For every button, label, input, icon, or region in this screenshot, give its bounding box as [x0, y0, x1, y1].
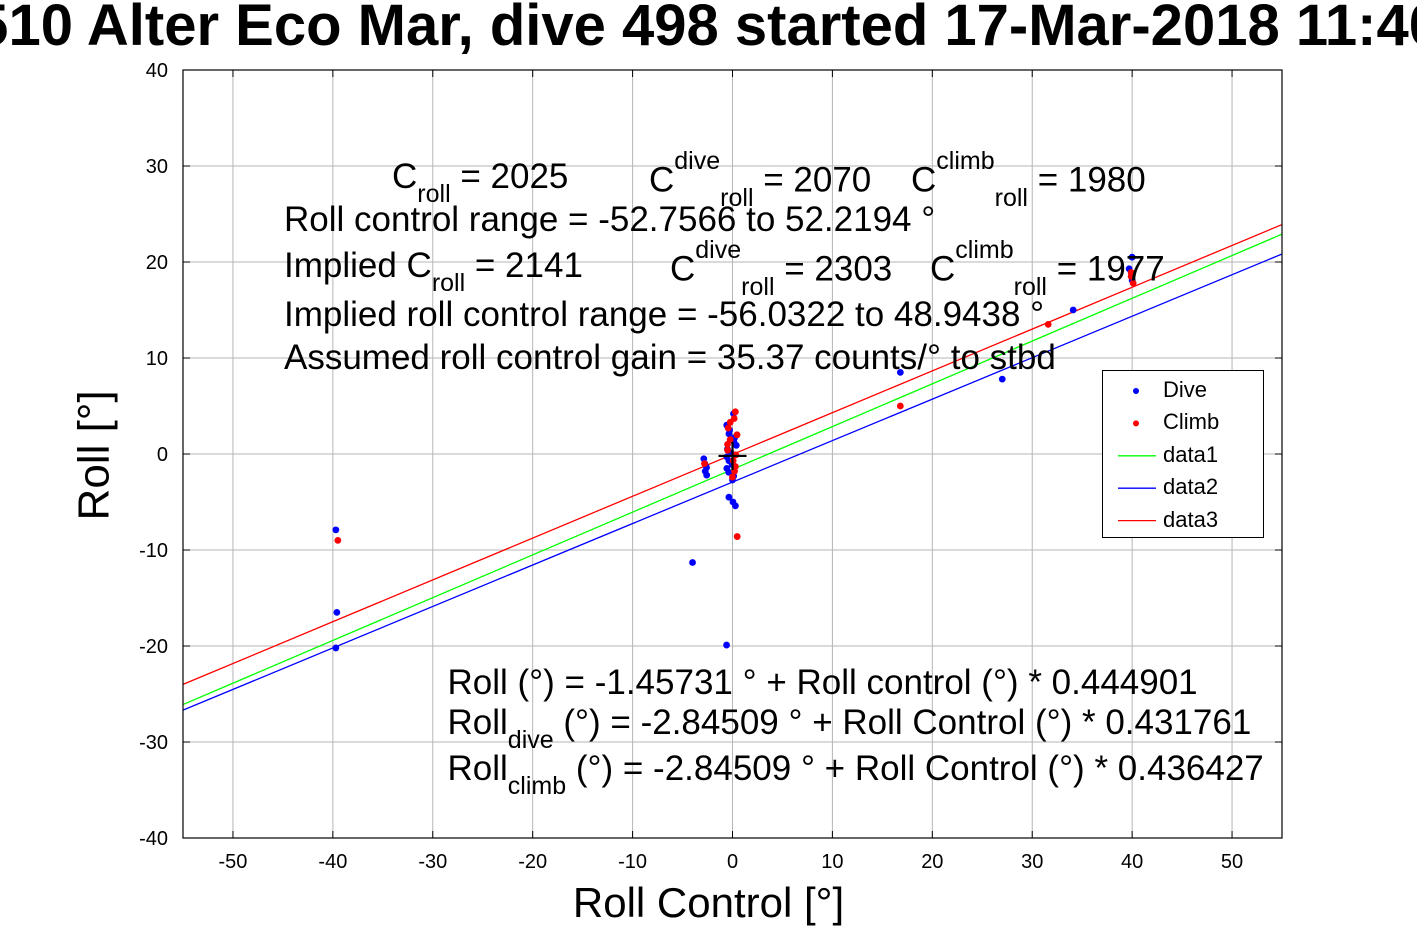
svg-text:0: 0 [157, 444, 168, 466]
svg-text:0: 0 [727, 851, 738, 873]
svg-text:-20: -20 [518, 851, 547, 873]
svg-text:-30: -30 [418, 851, 447, 873]
svg-text:-20: -20 [139, 636, 168, 658]
svg-text:30: 30 [1021, 851, 1043, 873]
svg-text:-10: -10 [139, 540, 168, 562]
svg-text:10: 10 [821, 851, 843, 873]
svg-text:-40: -40 [139, 828, 168, 850]
svg-text:20: 20 [921, 851, 943, 873]
svg-text:40: 40 [1121, 851, 1143, 873]
svg-text:-40: -40 [318, 851, 347, 873]
svg-text:10: 10 [146, 348, 168, 370]
svg-text:30: 30 [146, 156, 168, 178]
svg-text:40: 40 [146, 60, 168, 82]
svg-text:-10: -10 [618, 851, 647, 873]
svg-text:-50: -50 [218, 851, 247, 873]
svg-text:50: 50 [1221, 851, 1243, 873]
svg-text:-30: -30 [139, 732, 168, 754]
svg-text:20: 20 [146, 252, 168, 274]
